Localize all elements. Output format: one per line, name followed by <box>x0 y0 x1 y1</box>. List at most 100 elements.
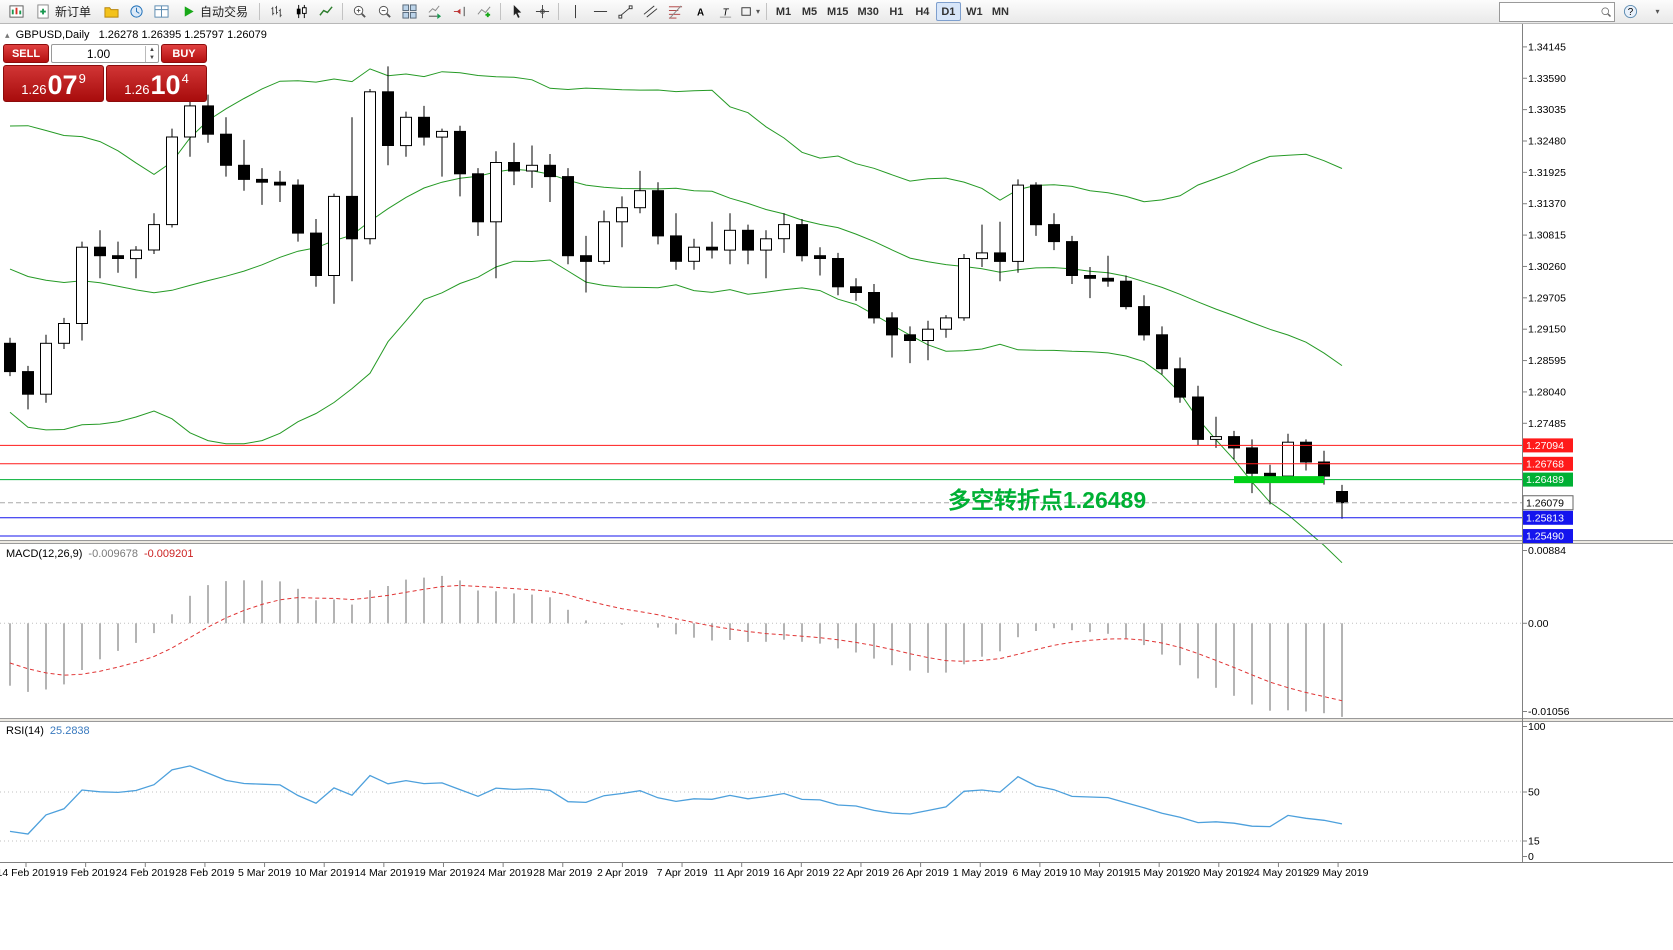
text-tool-button[interactable]: A <box>688 2 712 22</box>
toolbar-separator <box>766 3 768 20</box>
date-axis-label: 20 May 2019 <box>1188 867 1249 879</box>
candle-body <box>868 292 880 319</box>
rsi-axis-label: 100 <box>1528 721 1546 733</box>
bar-chart-mode-button[interactable] <box>264 2 288 22</box>
candle-body <box>832 258 844 288</box>
search-input[interactable] <box>1502 4 1600 19</box>
macd-main-value: -0.009678 <box>88 548 138 560</box>
candle-body <box>94 246 106 257</box>
candle-body <box>22 371 34 395</box>
macd-signal-value: -0.009201 <box>143 548 194 560</box>
trendline-tool-button[interactable] <box>613 2 637 22</box>
price-axis-label: 1.27485 <box>1528 418 1566 430</box>
profiles-icon <box>103 7 119 18</box>
toolbar-separator <box>500 3 502 20</box>
channel-tool-button[interactable] <box>638 2 662 22</box>
toolbar-overflow-button[interactable]: ▾ <box>1645 2 1669 22</box>
rsi-axis-label: 15 <box>1528 836 1540 848</box>
pane-separator <box>0 540 1673 544</box>
timeframe-mn-button[interactable]: MN <box>988 2 1013 21</box>
volume-field[interactable]: 1.00 ▲ ▼ <box>51 44 159 63</box>
bollinger-lower-band <box>9 259 1343 564</box>
buy-button[interactable]: BUY <box>161 44 207 63</box>
timeframe-d1-button[interactable]: D1 <box>935 2 961 21</box>
candle-body <box>526 164 538 172</box>
date-axis-label: 6 May 2019 <box>1012 867 1067 879</box>
zoom-out-button[interactable] <box>372 2 396 22</box>
price-axis-label: 1.30815 <box>1528 230 1566 242</box>
line-chart-mode-button[interactable] <box>314 2 338 22</box>
candlestick-mode-button[interactable] <box>289 2 313 22</box>
fibonacci-tool-button[interactable] <box>663 2 687 22</box>
buy-price-button[interactable]: 1.26 10 4 <box>106 65 207 102</box>
macd-name: MACD(12,26,9) <box>6 548 83 560</box>
auto-scroll-button[interactable] <box>422 2 446 22</box>
timeframe-h1-button[interactable]: H1 <box>884 2 909 21</box>
date-axis-label: 10 May 2019 <box>1069 867 1130 879</box>
candle-body <box>598 221 610 262</box>
new-order-label: 新订单 <box>55 5 92 19</box>
chart-text-annotation[interactable]: 多空转折点1.26489 <box>948 487 1147 513</box>
price-axis-badge-label: 1.25813 <box>1526 512 1564 524</box>
new-order-button[interactable]: 新订单 <box>29 2 98 22</box>
candle-body <box>742 229 754 251</box>
auto-trading-label: 自动交易 <box>200 5 249 19</box>
new-chart-window-button[interactable] <box>4 2 28 22</box>
timeframe-m5-button[interactable]: M5 <box>797 2 822 21</box>
zoom-in-button[interactable] <box>347 2 371 22</box>
profiles-button[interactable] <box>99 2 123 22</box>
spinner-up-icon[interactable]: ▲ <box>149 46 155 53</box>
candle-body <box>1156 334 1168 370</box>
timeframe-m1-button[interactable]: M1 <box>771 2 796 21</box>
candle-body <box>1174 368 1186 398</box>
toolbar: 新订单 自动交易 <box>0 0 1673 24</box>
auto-trading-button[interactable]: 自动交易 <box>174 2 255 22</box>
candle-body <box>652 190 664 237</box>
date-axis-label: 1 May 2019 <box>953 867 1008 879</box>
price-axis-label: 1.29150 <box>1528 324 1566 336</box>
buy-price-big: 10 <box>150 70 181 100</box>
candle-body <box>814 255 826 259</box>
candle-body <box>76 246 88 324</box>
spinner-down-icon[interactable]: ▼ <box>149 54 155 61</box>
indicators-button[interactable] <box>472 2 496 22</box>
sell-button[interactable]: SELL <box>3 44 49 63</box>
price-axis-label: 1.34145 <box>1528 41 1566 53</box>
candle-body <box>778 224 790 240</box>
price-axis-badge <box>1523 438 1573 453</box>
volume-spinner[interactable]: ▲ ▼ <box>145 45 158 62</box>
candle-body <box>436 130 448 138</box>
volume-value[interactable]: 1.00 <box>86 46 111 61</box>
crosshair-button[interactable] <box>530 2 554 22</box>
candle-body <box>850 286 862 293</box>
cursor-button[interactable] <box>505 2 529 22</box>
tile-windows-button[interactable] <box>397 2 421 22</box>
help-button[interactable]: ? <box>1618 2 1642 22</box>
market-watch-button[interactable] <box>124 2 148 22</box>
timeframe-h4-button[interactable]: H4 <box>910 2 935 21</box>
date-axis-label: 16 Apr 2019 <box>773 867 830 879</box>
chart-shift-button[interactable] <box>447 2 471 22</box>
trade-panel-top-row: SELL 1.00 ▲ ▼ BUY <box>3 44 207 63</box>
candle-body <box>382 91 394 147</box>
price-axis-badge-label: 1.25490 <box>1526 531 1564 543</box>
text-label-tool-button[interactable]: T <box>713 2 737 22</box>
shapes-icon <box>741 7 751 16</box>
vertical-line-tool-button[interactable] <box>563 2 587 22</box>
timeframe-w1-button[interactable]: W1 <box>962 2 987 21</box>
sell-price-button[interactable]: 1.26 07 9 <box>3 65 104 102</box>
candle-body <box>400 116 412 147</box>
data-window-button[interactable] <box>149 2 173 22</box>
candle-body <box>958 258 970 319</box>
timeframe-m15-button[interactable]: M15 <box>823 2 852 21</box>
shapes-tool-button[interactable]: ▾ <box>738 2 762 22</box>
candle-body <box>976 252 988 260</box>
horizontal-line-tool-button[interactable] <box>588 2 612 22</box>
candle-body <box>796 224 808 257</box>
candle-body <box>292 184 304 234</box>
timeframe-m30-button[interactable]: M30 <box>853 2 882 21</box>
date-axis-label: 2 Apr 2019 <box>597 867 648 879</box>
candle-body <box>886 317 898 336</box>
rsi-axis-label: 50 <box>1528 787 1540 799</box>
